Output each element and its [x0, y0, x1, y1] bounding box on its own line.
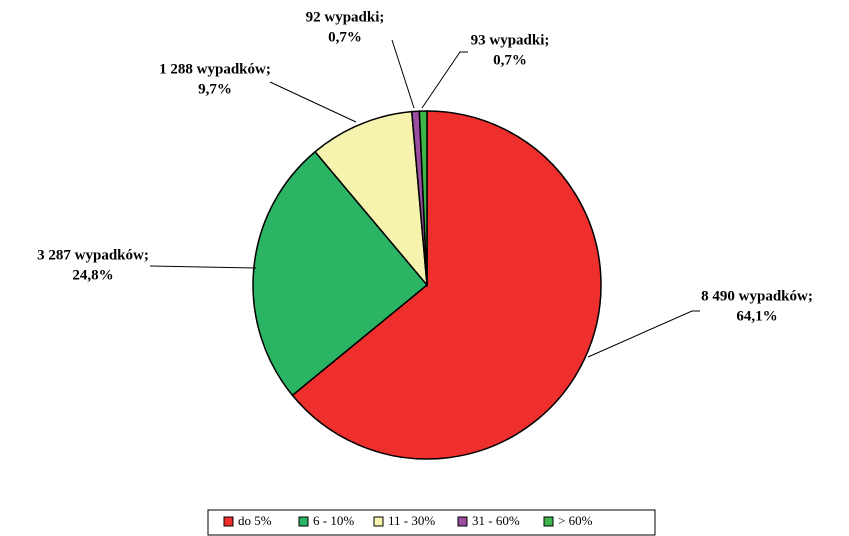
leader-line	[391, 39, 415, 109]
legend-label: 11 - 30%	[388, 513, 435, 528]
data-label: 1 288 wypadków;	[159, 61, 271, 77]
pie-slice	[314, 110, 428, 288]
legend-swatch	[457, 516, 468, 527]
legend-swatch	[543, 516, 554, 527]
leader-line	[269, 81, 357, 123]
data-label-percent: 24,8%	[72, 267, 113, 283]
data-label-percent: 64,1%	[736, 308, 777, 324]
pie-slice	[291, 110, 602, 460]
legend-swatch	[223, 516, 234, 527]
leader-line	[421, 51, 468, 109]
legend-label: 31 - 60%	[472, 513, 520, 528]
legend-label: 6 - 10%	[313, 513, 354, 528]
leader-line	[149, 265, 257, 269]
legend-label: do 5%	[238, 513, 272, 528]
pie-slice	[418, 110, 428, 286]
data-label: 8 490 wypadków;	[701, 288, 813, 304]
legend-swatch	[373, 516, 384, 527]
pie-slice	[252, 150, 429, 397]
data-label: 93 wypadki;	[471, 32, 550, 48]
data-label-percent: 0,7%	[493, 52, 527, 68]
data-label: 3 287 wypadków;	[37, 247, 149, 263]
data-label-percent: 9,7%	[198, 81, 232, 97]
data-label: 92 wypadki;	[306, 9, 385, 25]
legend-box	[207, 509, 656, 536]
legend-label: > 60%	[558, 513, 593, 528]
data-label-percent: 0,7%	[328, 29, 362, 45]
leader-line	[587, 310, 700, 358]
legend-swatch	[298, 516, 309, 527]
